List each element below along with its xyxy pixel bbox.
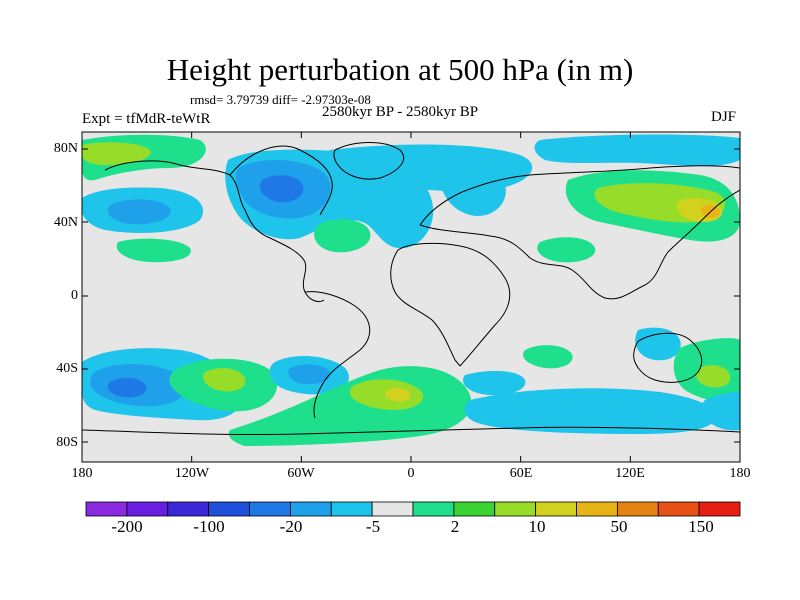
colorbar-swatch	[371, 501, 414, 517]
lat-label-80s: 80S	[56, 435, 78, 450]
colorbar-swatch	[698, 501, 741, 517]
contour-lime-south-pacific-east	[203, 368, 246, 392]
lon-label-60e: 60E	[509, 466, 533, 481]
period-label: 2580kyr BP - 2580kyr BP	[322, 104, 479, 120]
axis-ticks	[81, 132, 741, 462]
contour-darkblue-south-pacific	[107, 377, 147, 398]
lon-label-180e: 180	[729, 466, 751, 481]
colorbar-swatch	[330, 501, 373, 517]
lon-label-0: 0	[407, 466, 415, 481]
contour-green-mid-atlantic	[314, 219, 371, 253]
lon-label-180w: 180	[71, 466, 93, 481]
contour-cyan-europe	[439, 158, 506, 216]
coast-north-america	[104, 145, 333, 303]
colorbar-swatch	[453, 501, 496, 517]
colorbar-swatch	[126, 501, 169, 517]
lon-label-120w: 120W	[174, 466, 210, 481]
coast-south-america	[304, 291, 370, 419]
lon-label-60w: 60W	[287, 466, 315, 481]
contour-blue-south-atlantic-west	[288, 364, 331, 385]
colorbar-label: -100	[193, 517, 225, 536]
contour-lime-tasman	[696, 365, 731, 388]
colorbar-label: 50	[610, 517, 628, 536]
contour-cyan-siberia	[534, 134, 740, 167]
colorbar-swatch	[412, 501, 455, 517]
experiment-label: Expt = tfMdR-teWtR	[82, 111, 211, 127]
coast-eurasia	[419, 165, 740, 300]
colorbar-swatch	[535, 501, 577, 517]
colorbar-label: -5	[365, 517, 381, 536]
contour-green-arabia	[537, 237, 596, 263]
lon-label-120e: 120E	[615, 466, 645, 481]
coastlines	[82, 142, 740, 436]
contour-yellow-south-atlantic	[385, 387, 411, 402]
contour-cyan-south-pacific-far	[701, 392, 740, 431]
colorbar-label: -200	[111, 517, 143, 536]
lat-label-40s: 40S	[56, 361, 78, 376]
coast-antarctica	[82, 426, 740, 436]
contour-green-north-pacific-south	[116, 238, 191, 263]
plot-title: Height perturbation at 500 hPa (in m)	[166, 52, 634, 87]
coast-australia	[633, 332, 703, 383]
contour-fields	[82, 134, 740, 446]
contour-cyan-indian-ocean	[462, 370, 526, 396]
colorbar-swatch	[208, 501, 250, 517]
contour-cyan-indonesia	[635, 327, 681, 361]
colorbar-swatch	[616, 501, 659, 517]
colorbar-label: 150	[688, 517, 714, 536]
coast-greenland	[333, 142, 405, 180]
coast-africa	[390, 242, 511, 367]
lat-label-80n: 80N	[53, 141, 78, 156]
contour-darkblue-north-america	[259, 175, 304, 203]
lat-label-40n: 40N	[53, 215, 78, 230]
colorbar-swatch	[576, 501, 618, 517]
contour-lime-arctic-west	[82, 142, 151, 166]
contour-green-indian-ocean-north	[522, 345, 573, 369]
colorbar-swatch	[85, 501, 128, 517]
contour-cyan-indian-ocean-east	[464, 388, 716, 434]
season-label: DJF	[711, 109, 737, 125]
colorbar-label: 10	[528, 517, 546, 536]
colorbar-swatch	[494, 501, 537, 517]
colorbar	[85, 501, 741, 517]
stats-label: rmsd= 3.79739 diff= -2.97303e-08	[190, 92, 371, 107]
lat-label-0: 0	[71, 288, 78, 303]
colorbar-swatch	[249, 501, 291, 517]
colorbar-swatch	[167, 501, 210, 517]
contour-blue-north-pacific	[108, 199, 171, 225]
colorbar-swatch	[657, 501, 700, 517]
colorbar-swatch	[289, 501, 332, 517]
colorbar-label: 2	[450, 517, 460, 536]
colorbar-label: -20	[279, 517, 303, 536]
